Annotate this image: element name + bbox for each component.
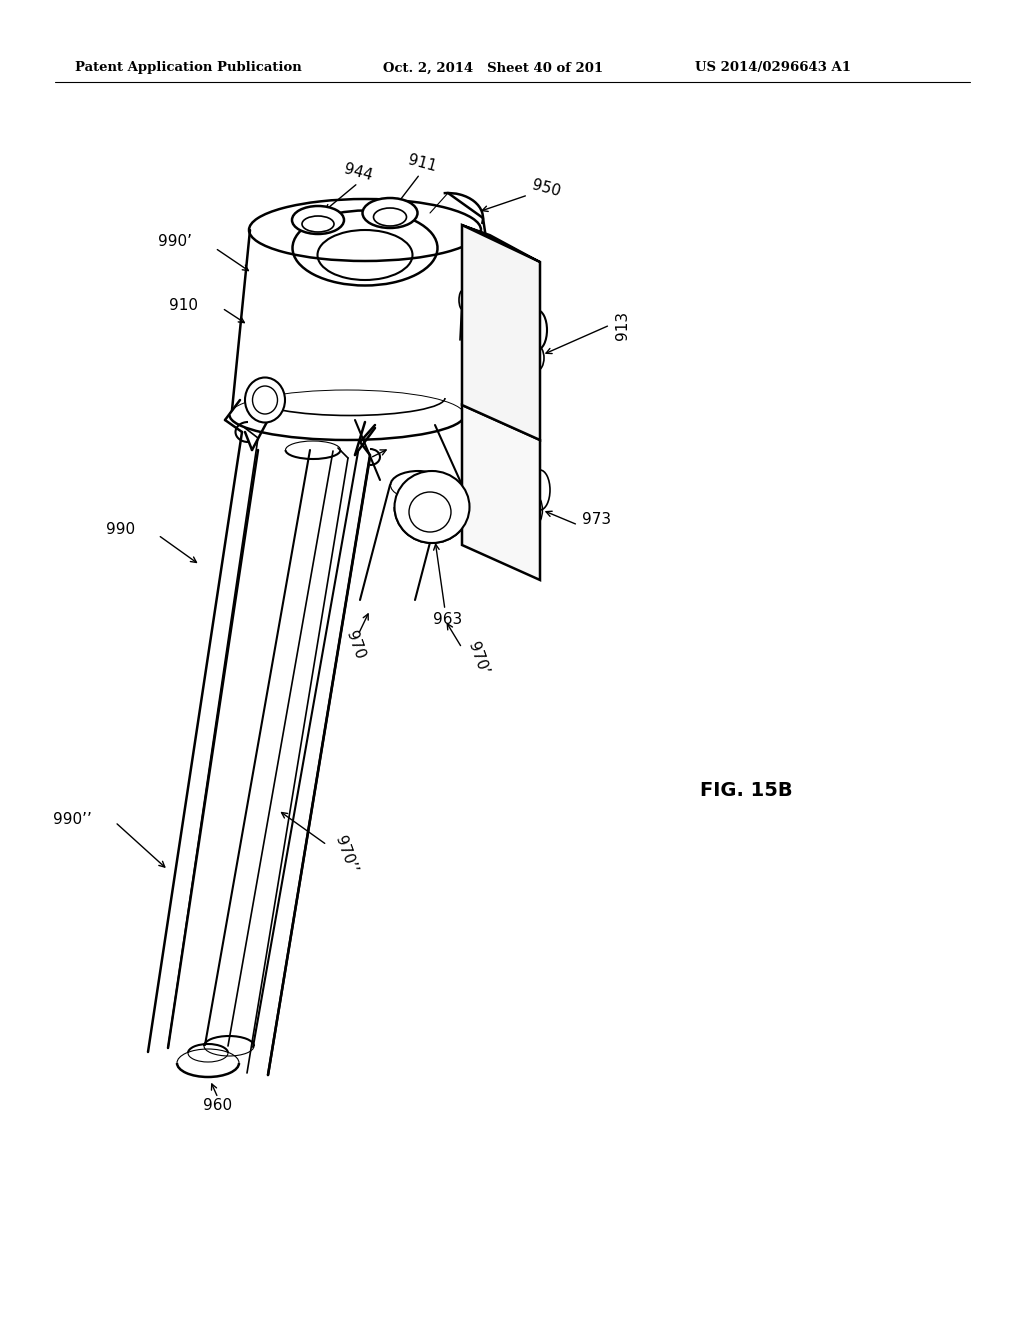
Text: 944: 944 [342,161,374,183]
Text: Patent Application Publication: Patent Application Publication [75,62,302,74]
Text: 990: 990 [105,523,135,537]
Text: US 2014/0296643 A1: US 2014/0296643 A1 [695,62,851,74]
Text: 970: 970 [343,628,367,661]
Text: 911: 911 [407,152,438,174]
Text: 913: 913 [615,310,630,339]
Text: 910: 910 [169,297,198,313]
Text: 950: 950 [530,177,562,199]
Text: 990’: 990’ [158,235,193,249]
Text: 990’’: 990’’ [53,813,92,828]
Text: Oct. 2, 2014   Sheet 40 of 201: Oct. 2, 2014 Sheet 40 of 201 [383,62,603,74]
Polygon shape [462,224,540,440]
Text: 963: 963 [433,612,463,627]
Text: 973: 973 [582,512,611,528]
Ellipse shape [292,206,344,234]
Text: FIG. 15B: FIG. 15B [700,780,793,800]
Text: 970’: 970’ [465,639,490,676]
Polygon shape [462,224,540,261]
Text: 960: 960 [204,1097,232,1113]
Ellipse shape [362,198,418,228]
Text: 970’’: 970’’ [332,834,359,875]
Ellipse shape [245,378,285,422]
Polygon shape [462,405,540,579]
Ellipse shape [394,471,469,543]
